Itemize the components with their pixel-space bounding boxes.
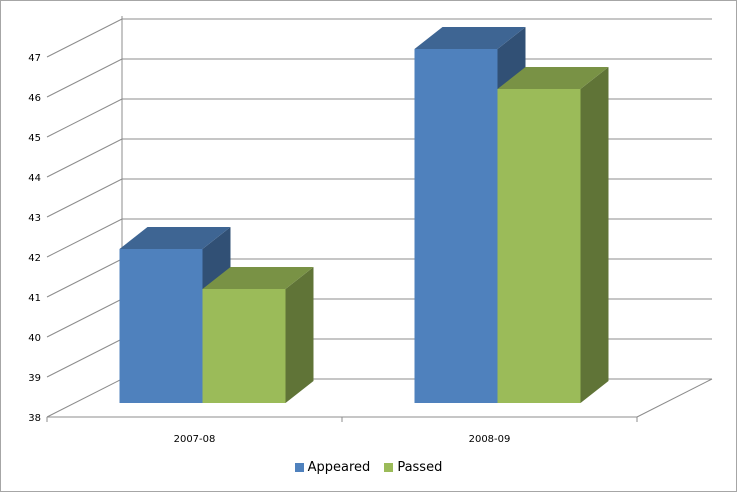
- x-tick-label: 2007-08: [174, 434, 216, 445]
- y-tick-label: 40: [28, 333, 41, 344]
- bar-appeared: [119, 249, 203, 403]
- x-tick-label: 2008-09: [469, 434, 511, 445]
- floor-right-edge: [636, 378, 713, 418]
- legend: Appeared Passed: [1, 460, 736, 475]
- gridline-side: [46, 338, 123, 378]
- y-tick-label: 46: [28, 93, 41, 104]
- legend-label-appeared: Appeared: [307, 460, 371, 475]
- y-tick-label: 42: [28, 253, 41, 264]
- bar-top-appeared: [119, 227, 231, 249]
- y-tick-label: 39: [28, 373, 41, 384]
- bar-passed: [202, 289, 286, 403]
- legend-swatch-appeared: [294, 463, 304, 472]
- gridline-side: [46, 378, 123, 418]
- y-tick-label: 43: [28, 213, 41, 224]
- gridline-side: [46, 58, 123, 98]
- gridline-side: [46, 18, 123, 58]
- gridline-side: [46, 98, 123, 138]
- y-tick-label: 45: [28, 133, 41, 144]
- legend-swatch-passed: [384, 463, 394, 472]
- legend-item-appeared: Appeared: [294, 460, 371, 475]
- bar-top-passed: [202, 267, 314, 289]
- y-tick-label: 41: [28, 293, 41, 304]
- bar-side-passed: [580, 67, 609, 403]
- bar-top-passed: [497, 67, 609, 89]
- bar-passed: [497, 89, 581, 403]
- gridline-side: [46, 298, 123, 338]
- gridline-side: [46, 218, 123, 258]
- y-tick-label: 47: [28, 53, 41, 64]
- y-tick-label: 44: [28, 173, 41, 184]
- gridline-side: [46, 138, 123, 178]
- gridline-side: [46, 258, 123, 298]
- bar-side-passed: [285, 267, 314, 403]
- gridline-side: [46, 178, 123, 218]
- y-tick-label: 38: [28, 413, 41, 424]
- bar-appeared: [414, 49, 498, 403]
- legend-item-passed: Passed: [384, 460, 442, 475]
- legend-label-passed: Passed: [397, 460, 443, 475]
- bar-top-appeared: [414, 27, 526, 49]
